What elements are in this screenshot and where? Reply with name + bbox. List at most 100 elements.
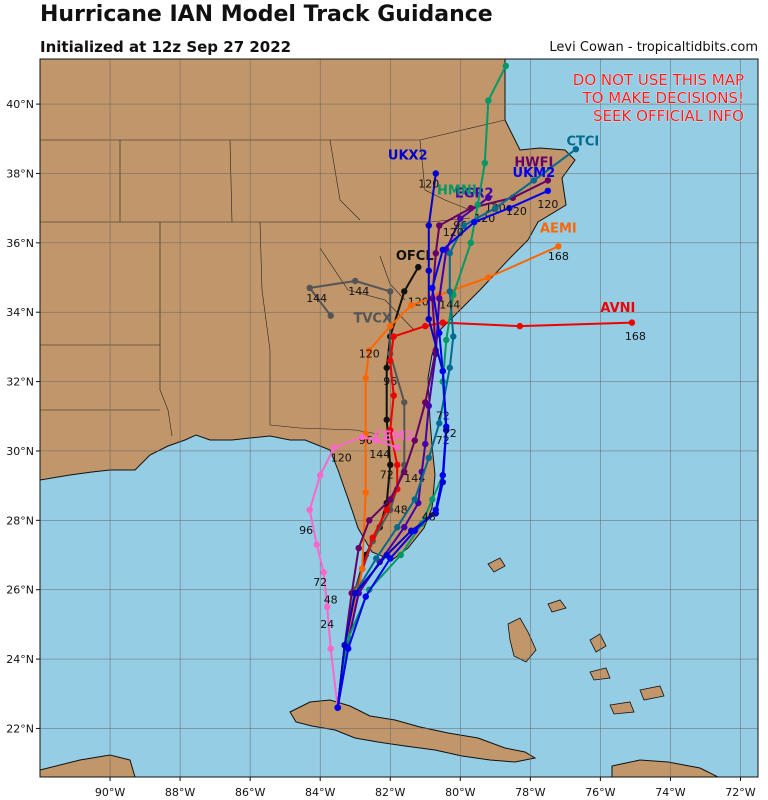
cuba-land <box>289 699 537 763</box>
track-point <box>415 263 422 271</box>
track-point <box>345 645 352 652</box>
track-point <box>411 527 418 534</box>
forecast-hour-label: 96 <box>453 219 467 232</box>
lat-tick-label: 34°N <box>6 306 34 319</box>
model-label: CEM2 <box>374 430 414 445</box>
track-point <box>306 284 313 292</box>
track-point <box>359 433 366 441</box>
lat-tick-label: 36°N <box>6 237 34 250</box>
track-ctci: 144 CTCI <box>334 135 599 711</box>
track-point <box>387 322 394 330</box>
track-point <box>628 319 636 326</box>
track-point <box>327 645 334 652</box>
lat-tick-label: 40°N <box>6 98 34 111</box>
track-point <box>422 440 429 448</box>
lon-tick-label: 86°W <box>235 786 265 799</box>
forecast-hour-label: 72 <box>380 469 394 482</box>
track-point <box>429 284 436 292</box>
lat-tick-label: 38°N <box>6 167 34 180</box>
track-point <box>425 222 432 229</box>
track-ukm2: 120 120 72 48 UKM2 <box>334 166 555 711</box>
track-line <box>336 196 489 708</box>
forecast-hour-label: 48 <box>324 594 338 607</box>
track-point <box>429 496 436 503</box>
track-point <box>425 267 432 274</box>
model-label: CTCI <box>566 135 599 150</box>
model-label: OFCL <box>396 249 434 264</box>
forecast-hour-label: 96 <box>383 375 397 388</box>
axis-labels: 90°W 88°W 86°W 84°W 82°W 80°W 78°W 76°W 74°W 72°W… <box>6 98 756 799</box>
lon-tick-label: 76°W <box>585 786 615 799</box>
track-point <box>411 496 418 503</box>
track-point <box>411 437 418 444</box>
forecast-hour-label: 48 <box>394 503 408 516</box>
track-point <box>516 322 524 330</box>
track-point <box>555 243 562 250</box>
forecast-hour-label: 168 <box>625 330 646 343</box>
hispaniola-land <box>611 759 720 777</box>
track-point <box>530 177 538 184</box>
track-point <box>572 145 580 153</box>
track-point <box>369 534 376 541</box>
track-point <box>394 461 401 469</box>
track-point <box>366 347 373 354</box>
lon-tick-label: 84°W <box>305 786 335 799</box>
forecast-hour-label: 96 <box>299 524 313 537</box>
track-point <box>352 277 359 285</box>
track-point <box>425 454 432 462</box>
warning-line: SEEK OFFICIAL INFO <box>593 107 744 125</box>
lon-tick-label: 88°W <box>165 786 195 799</box>
track-point <box>401 399 408 406</box>
track-point <box>327 312 334 319</box>
lat-tick-label: 30°N <box>6 445 34 458</box>
track-point <box>394 524 401 531</box>
track-point <box>481 159 489 167</box>
track-point <box>331 444 338 451</box>
track-point <box>432 506 439 514</box>
model-label: UKX2 <box>388 149 428 164</box>
track-point <box>306 506 313 514</box>
track-hwfi: 120 HWFI <box>334 156 558 711</box>
lon-tick-label: 90°W <box>95 786 125 799</box>
forecast-hour-label: 48 <box>422 510 436 523</box>
track-point <box>390 392 397 399</box>
track-point <box>316 472 324 479</box>
forecast-hour-label: 144 <box>306 292 327 305</box>
track-point <box>362 374 369 382</box>
map-frame <box>39 58 759 778</box>
track-point <box>436 329 443 337</box>
lon-tick-label: 72°W <box>725 786 755 799</box>
track-point <box>320 569 327 576</box>
forecast-hour-label: 144 <box>439 299 460 312</box>
track-point <box>387 357 394 364</box>
track-point <box>485 97 492 104</box>
lat-tick-label: 28°N <box>6 514 34 527</box>
warning-line: TO MAKE DECISIONS! <box>582 89 744 107</box>
forecast-hour-label: 120 <box>443 226 464 239</box>
map-title: Hurricane IAN Model Track Guidance <box>40 2 493 27</box>
model-label: AEMI <box>540 221 577 236</box>
map-credit: Levi Cowan - tropicaltidbits.com <box>549 40 758 55</box>
forecast-hour-label: 72 <box>443 427 457 440</box>
forecast-hour-label: 120 <box>331 451 352 464</box>
track-point <box>432 250 439 257</box>
lat-tick-label: 26°N <box>6 584 34 597</box>
track-point <box>390 333 397 340</box>
track-point <box>443 423 450 430</box>
track-point <box>401 468 408 475</box>
track-point <box>324 603 331 611</box>
model-label: HWFI <box>514 156 553 171</box>
track-point <box>446 364 453 371</box>
model-label: HMNI <box>437 183 477 198</box>
track-point <box>387 496 394 503</box>
track-point <box>436 222 443 229</box>
track-point <box>373 555 380 562</box>
track-point <box>450 333 457 340</box>
track-point <box>362 489 369 496</box>
forecast-hour-label: 120 <box>359 347 380 360</box>
track-point <box>471 218 478 226</box>
bahamas-islands <box>487 557 665 715</box>
track-point <box>422 322 429 330</box>
